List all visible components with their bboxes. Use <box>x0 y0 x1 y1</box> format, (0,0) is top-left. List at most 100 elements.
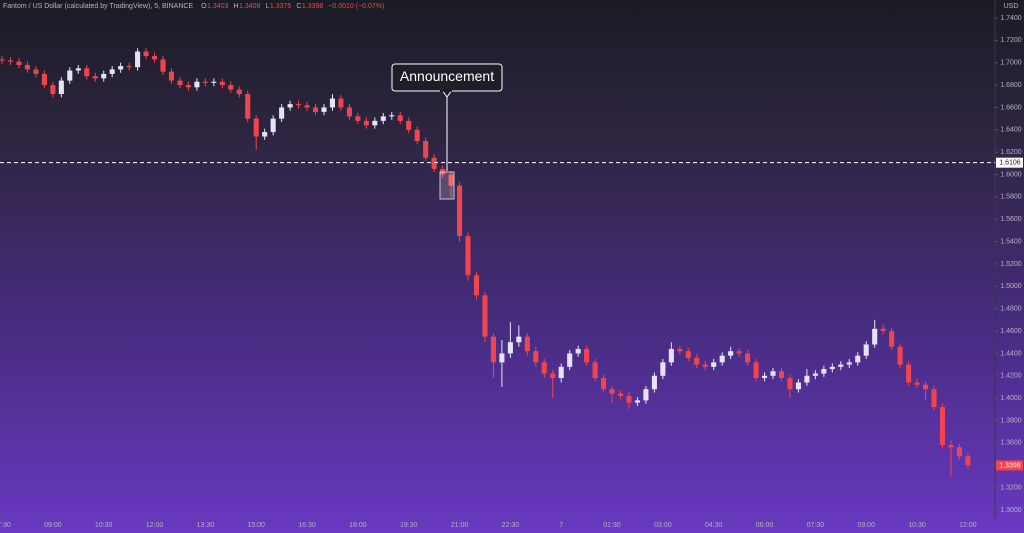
candle-body <box>482 295 488 337</box>
candle-body <box>423 140 429 158</box>
x-tick-label: 22:30 <box>502 522 520 529</box>
y-tick-label: 1.4800 <box>1000 306 1022 313</box>
x-tick-label: 07:30 <box>0 522 11 529</box>
candle-body <box>126 66 132 68</box>
candle-body <box>109 69 115 74</box>
candle-body <box>719 355 725 363</box>
candle-body <box>355 116 361 121</box>
candle-body <box>143 51 149 57</box>
ohlc-value: 1.3375 <box>270 3 292 10</box>
candle-body <box>338 98 344 108</box>
candle-body <box>939 407 946 446</box>
candle-body <box>151 56 158 60</box>
candle-body <box>956 447 962 457</box>
candle-body <box>863 344 869 356</box>
candle-body <box>312 107 319 112</box>
candle-body <box>558 366 564 379</box>
candle-body <box>75 68 81 71</box>
candle-body <box>787 378 793 390</box>
x-tick-label: 01:30 <box>603 522 621 529</box>
candle-body <box>829 366 835 370</box>
candle-body <box>0 59 5 61</box>
candle-body <box>609 389 615 394</box>
candle-body <box>634 400 641 403</box>
candle-body <box>524 336 530 352</box>
y-tick-label: 1.4200 <box>1000 373 1022 380</box>
candle-body <box>363 120 369 126</box>
x-tick-label: 19:30 <box>400 522 418 529</box>
candle-body <box>397 115 403 121</box>
candle-body <box>457 185 463 237</box>
candle-body <box>202 81 208 83</box>
reference-label: 1.6106 <box>999 160 1021 167</box>
candle-body <box>448 174 454 186</box>
reference-tag <box>996 157 1023 168</box>
candle-body <box>414 129 420 141</box>
candle-body <box>660 362 666 376</box>
candle-body <box>270 118 276 133</box>
candle-body <box>499 353 505 363</box>
candle-body <box>889 331 895 347</box>
y-tick-label: 1.4600 <box>1000 328 1022 335</box>
y-tick-label: 1.7000 <box>1000 60 1022 67</box>
x-tick-label: 07:30 <box>807 522 825 529</box>
candle-body <box>795 382 801 390</box>
candle-body <box>287 104 293 108</box>
candle-body <box>16 61 22 65</box>
candle-body <box>24 64 30 70</box>
candle-body <box>617 393 624 396</box>
candle-body <box>185 85 191 88</box>
candle-body <box>406 120 412 130</box>
x-tick-label: 09:00 <box>857 522 875 529</box>
ohlc-key: O <box>201 3 207 10</box>
candle-body <box>507 342 513 354</box>
x-tick-label: 06:00 <box>756 522 774 529</box>
candle-body <box>922 384 929 390</box>
annotation-text: Announcement <box>400 68 494 84</box>
y-tick-label: 1.3000 <box>1000 507 1022 514</box>
candle-body <box>389 115 395 117</box>
candle-body <box>50 85 56 95</box>
candle-body <box>168 71 175 81</box>
ohlc-value: 1.3403 <box>207 3 229 10</box>
ohlc-value: 1.3398 <box>302 3 324 10</box>
x-tick-label: 10:30 <box>95 522 113 529</box>
x-tick-label: 12:00 <box>146 522 164 529</box>
candle-body <box>92 76 98 79</box>
y-tick-label: 1.5200 <box>1000 261 1022 268</box>
candle-body <box>584 348 590 363</box>
candle-body <box>651 375 657 390</box>
candle-body <box>516 336 522 343</box>
ohlc-key: H <box>234 3 239 10</box>
y-tick-label: 1.3800 <box>1000 417 1022 424</box>
candle-body <box>736 351 742 354</box>
candle-body <box>906 364 912 383</box>
candle-body <box>431 157 437 169</box>
candle-body <box>279 107 285 119</box>
candle-body <box>160 59 166 72</box>
candle-body <box>753 362 759 379</box>
x-tick-label: 09:00 <box>44 522 62 529</box>
y-tick-label: 1.3200 <box>1000 484 1022 491</box>
candle-body <box>812 373 818 376</box>
y-tick-label: 1.4400 <box>1000 350 1022 357</box>
candle-body <box>762 375 768 379</box>
candle-body <box>490 336 496 363</box>
candle-body <box>194 81 200 88</box>
candle-body <box>728 351 734 356</box>
candle-body <box>694 357 700 365</box>
candle-body <box>67 70 73 81</box>
ohlc-key: L <box>265 3 269 10</box>
candle-body <box>101 73 107 79</box>
candle-body <box>135 51 141 68</box>
x-tick-label: 13:30 <box>197 522 215 529</box>
x-tick-label: 16:30 <box>298 522 316 529</box>
x-tick-label: 15:00 <box>247 522 265 529</box>
y-tick-label: 1.6800 <box>1000 82 1022 89</box>
candle-body <box>643 389 649 401</box>
candle-body <box>897 346 903 365</box>
candle-body <box>770 371 776 376</box>
candle-body <box>7 60 14 62</box>
annotation: Announcement <box>391 63 503 200</box>
